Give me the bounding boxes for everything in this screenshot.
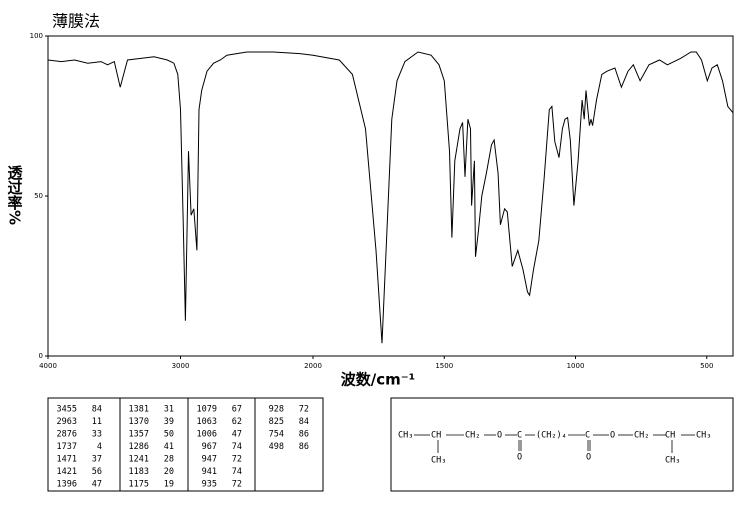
- y-tick-label: 100: [30, 32, 43, 40]
- y-tick-label: 50: [34, 192, 43, 200]
- peak-transmittance: 86: [299, 442, 309, 452]
- peak-transmittance: 33: [92, 430, 102, 440]
- peak-transmittance: 20: [164, 467, 174, 477]
- peak-transmittance: 62: [232, 417, 242, 427]
- peak-wavenumber: 1286: [129, 442, 149, 452]
- peak-transmittance: 84: [299, 417, 309, 427]
- structure-branch: O: [517, 453, 522, 463]
- peak-transmittance: 39: [164, 417, 174, 427]
- structure-atom: O: [497, 431, 502, 441]
- peak-wavenumber: 754: [269, 430, 284, 440]
- peak-wavenumber: 1183: [129, 467, 149, 477]
- x-tick-label: 1500: [435, 362, 453, 370]
- peak-transmittance: 41: [164, 442, 174, 452]
- peak-wavenumber: 3455: [57, 405, 77, 415]
- peak-wavenumber: 1079: [197, 405, 217, 415]
- structure-atom: CH₂: [465, 431, 480, 441]
- x-axis-label: 波数/cm⁻¹: [341, 371, 416, 389]
- structure-atom: CH: [665, 431, 675, 441]
- peak-transmittance: 47: [232, 430, 242, 440]
- peak-transmittance: 47: [92, 480, 102, 490]
- peak-wavenumber: 928: [269, 405, 284, 415]
- peak-transmittance: 72: [299, 405, 309, 415]
- peak-transmittance: 67: [232, 405, 242, 415]
- structure-branch: CH₃: [665, 456, 680, 466]
- peak-wavenumber: 967: [202, 442, 217, 452]
- peak-wavenumber: 1381: [129, 405, 149, 415]
- spectrum-line: [47, 51, 734, 344]
- peak-wavenumber: 2963: [57, 417, 77, 427]
- x-tick-label: 500: [700, 362, 713, 370]
- peak-wavenumber: 825: [269, 417, 284, 427]
- peak-transmittance: 50: [164, 430, 174, 440]
- structure-atom: CH₃: [696, 431, 711, 441]
- peak-wavenumber: 1357: [129, 430, 149, 440]
- structure-atom: C: [585, 431, 590, 441]
- peak-transmittance: 84: [92, 405, 102, 415]
- peak-transmittance: 19: [164, 480, 174, 490]
- structure-frame: [390, 397, 734, 492]
- peak-transmittance: 74: [232, 467, 242, 477]
- peak-transmittance: 74: [232, 442, 242, 452]
- peak-wavenumber: 1396: [57, 480, 77, 490]
- peak-transmittance: 56: [92, 467, 102, 477]
- peak-wavenumber: 1370: [129, 417, 149, 427]
- peak-transmittance: 28: [164, 455, 174, 465]
- x-tick-label: 2000: [304, 362, 322, 370]
- structure-atom: O: [610, 431, 615, 441]
- peak-transmittance: 37: [92, 455, 102, 465]
- structure-atom: (CH₂)₄: [536, 431, 567, 441]
- peak-wavenumber: 1175: [129, 480, 149, 490]
- peak-wavenumber: 947: [202, 455, 217, 465]
- peak-transmittance: 72: [232, 455, 242, 465]
- peak-wavenumber: 1421: [57, 467, 77, 477]
- structure-atom: CH: [431, 431, 441, 441]
- peak-wavenumber: 498: [269, 442, 284, 452]
- peak-transmittance: 11: [92, 417, 102, 427]
- peak-wavenumber: 2876: [57, 430, 77, 440]
- peak-wavenumber: 1471: [57, 455, 77, 465]
- peak-wavenumber: 1241: [129, 455, 149, 465]
- peak-wavenumber: 1737: [57, 442, 77, 452]
- x-tick-label: 1000: [567, 362, 585, 370]
- peak-transmittance: 86: [299, 430, 309, 440]
- peak-wavenumber: 941: [202, 467, 217, 477]
- structure-atom: CH₂: [634, 431, 649, 441]
- x-tick-label: 3000: [172, 362, 190, 370]
- chart-title: 薄膜法: [52, 12, 100, 31]
- bonds: [414, 434, 695, 453]
- peak-transmittance: 4: [97, 442, 102, 452]
- y-tick-label: 0: [39, 352, 43, 360]
- plot-frame: [47, 35, 734, 357]
- structure-atom: C: [517, 431, 522, 441]
- structure-atom: CH₃: [398, 431, 413, 441]
- x-tick-label: 4000: [39, 362, 57, 370]
- peak-table-frame: [47, 397, 324, 492]
- peak-wavenumber: 1006: [197, 430, 217, 440]
- y-axis-label: 透过率%: [6, 165, 24, 225]
- structure-branch: CH₃: [431, 456, 446, 466]
- peak-transmittance: 31: [164, 405, 174, 415]
- peak-wavenumber: 935: [202, 480, 217, 490]
- peak-transmittance: 72: [232, 480, 242, 490]
- peak-wavenumber: 1063: [197, 417, 217, 427]
- structure-branch: O: [586, 453, 591, 463]
